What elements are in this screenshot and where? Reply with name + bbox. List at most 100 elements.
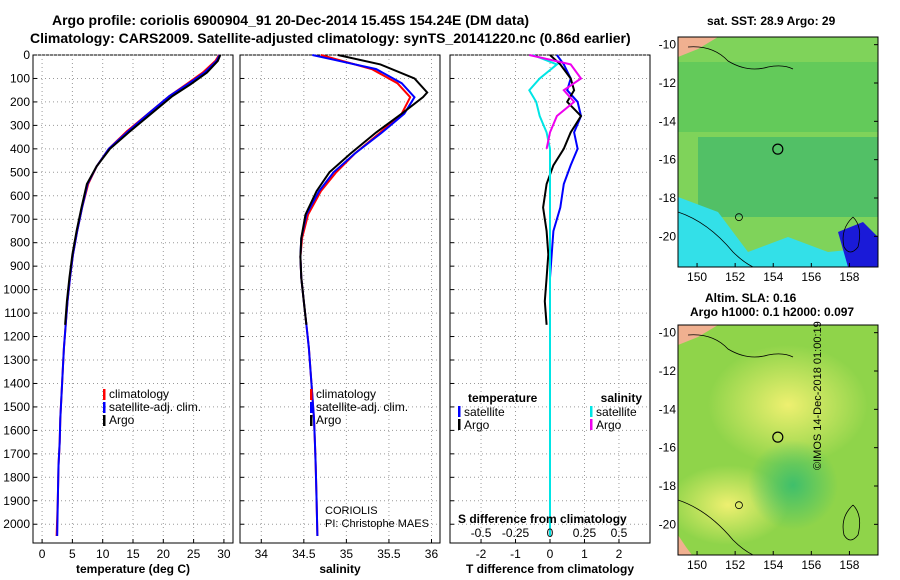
legend-label: climatology (316, 387, 376, 401)
map-x-tick-label: 154 (763, 558, 783, 572)
reef-contour (735, 213, 743, 222)
sst-map: 150 152 154 156 158 -10 -12 -14 -16 -18 -20 (659, 36, 879, 284)
y-tick-label: 1900 (3, 494, 30, 508)
x-tick-label-top: -0.25 (502, 526, 530, 540)
y-tick-label: 0 (23, 48, 30, 62)
legend-label: satellite-adj. clim. (109, 400, 201, 414)
map-x-tick-label: 150 (687, 270, 707, 284)
legend-label: satellite-adj. clim. (316, 400, 408, 414)
x-tick-label: 36 (425, 547, 439, 561)
differences-x-label-2: S difference from climatology (458, 512, 627, 526)
sla-map: 150 152 154 156 158 -10 -12 -14 -16 -18 -20 (659, 324, 879, 572)
legend-title-temperature: temperature (468, 391, 538, 405)
coastline (687, 334, 794, 358)
argo-float-marker (772, 431, 784, 443)
series-line-s-argo (529, 54, 583, 150)
legend-swatch (458, 406, 461, 417)
map-x-tick-label: 152 (725, 558, 745, 572)
y-tick-label: 1200 (3, 330, 30, 344)
y-tick-label: 1000 (3, 283, 30, 297)
series-line-satellite-adj-clim- (299, 54, 416, 537)
legend-swatch (590, 406, 593, 417)
x-tick-label-top: 0 (547, 526, 554, 540)
sla-map-title-2: Argo h1000: 0.1 h2000: 0.097 (690, 305, 855, 319)
sla-high-region (708, 345, 868, 465)
credit-label: CORIOLIS (325, 505, 378, 517)
argo-float-marker (772, 143, 784, 155)
coastline (678, 211, 754, 267)
y-tick-label: 400 (10, 142, 30, 156)
map-y-tick-label: -14 (659, 114, 677, 128)
x-tick-label-top: 0.5 (611, 526, 628, 540)
x-tick-label: 20 (157, 547, 171, 561)
temperature-panel: 0100200300400500600700800900100011001200… (3, 48, 234, 576)
map-y-tick-label: -14 (659, 402, 677, 416)
map-x-tick-label: 156 (801, 270, 821, 284)
map-y-tick-label: -10 (659, 326, 677, 340)
sst-band (698, 137, 878, 217)
series-line-satellite-adj-clim- (56, 54, 221, 537)
legend-swatch (590, 419, 593, 430)
map-y-tick-label: -16 (659, 153, 677, 167)
y-tick-label: 800 (10, 236, 30, 250)
map-y-tick-label: -20 (659, 229, 677, 243)
map-y-tick-label: -12 (659, 364, 677, 378)
x-tick-label: 0 (39, 547, 46, 561)
legend-label: Argo (316, 413, 342, 427)
series-line-argo (299, 54, 429, 325)
x-tick-label-top: -0.5 (471, 526, 492, 540)
title-line-1: Argo profile: coriolis 6900904_91 20-Dec… (52, 12, 530, 28)
reef-contour (735, 501, 743, 510)
x-tick-label: 2 (616, 547, 623, 561)
legend-swatch (458, 419, 461, 430)
series-line-t-satellite (549, 54, 583, 536)
x-tick-label: 34.5 (292, 547, 316, 561)
y-tick-label: 1800 (3, 470, 30, 484)
series-line-climatology (55, 54, 220, 537)
legend-swatch (310, 415, 313, 426)
y-tick-label: 1700 (3, 447, 30, 461)
sst-cool-region (678, 197, 878, 267)
map-x-tick-label: 150 (687, 558, 707, 572)
map-y-tick-label: -16 (659, 441, 677, 455)
differences-x-label: T difference from climatology (466, 562, 634, 576)
sst-map-title: sat. SST: 28.9 Argo: 29 (707, 14, 836, 28)
y-tick-label: 700 (10, 212, 30, 226)
sst-map-frame (677, 36, 879, 268)
land-mask (678, 535, 692, 555)
y-tick-label: 500 (10, 165, 30, 179)
legend-label: Argo (596, 418, 622, 432)
map-x-tick-label: 158 (839, 558, 859, 572)
map-x-tick-label: 154 (763, 270, 783, 284)
salinity-x-label: salinity (319, 562, 361, 576)
reef-contour (842, 216, 861, 253)
salinity-panel: 34 34.5 35 35.5 36 salinity climatologysatelli… (239, 54, 441, 576)
series-line-s-satellite (528, 54, 559, 536)
y-tick-label: 100 (10, 71, 30, 85)
temperature-x-label: temperature (deg C) (76, 562, 190, 576)
legend-label: satellite (464, 405, 505, 419)
map-y-tick-label: -18 (659, 479, 677, 493)
x-tick-label: 0 (547, 547, 554, 561)
legend-label: satellite (596, 405, 637, 419)
legend-swatch (103, 402, 106, 413)
y-tick-label: 1600 (3, 423, 30, 437)
x-tick-label: 35 (340, 547, 354, 561)
copyright-stamp: ©IMOS 14-Dec-2018 01:00:19 (812, 321, 824, 470)
y-tick-label: 900 (10, 259, 30, 273)
map-y-tick-label: -12 (659, 76, 677, 90)
coastline (678, 499, 754, 555)
x-tick-label: 30 (217, 547, 231, 561)
y-tick-label: 2000 (3, 517, 30, 531)
x-tick-label: 25 (187, 547, 201, 561)
reef-contour (842, 504, 861, 541)
map-y-tick-label: -18 (659, 191, 677, 205)
differences-panel: -2 -1 0 1 2T difference from climatology S di… (449, 54, 651, 576)
salinity-frame (239, 54, 441, 544)
x-tick-label: 10 (96, 547, 110, 561)
legend-swatch (310, 389, 313, 400)
x-tick-label: 1 (581, 547, 588, 561)
x-tick-label: -2 (476, 547, 487, 561)
legend-label: Argo (109, 413, 135, 427)
